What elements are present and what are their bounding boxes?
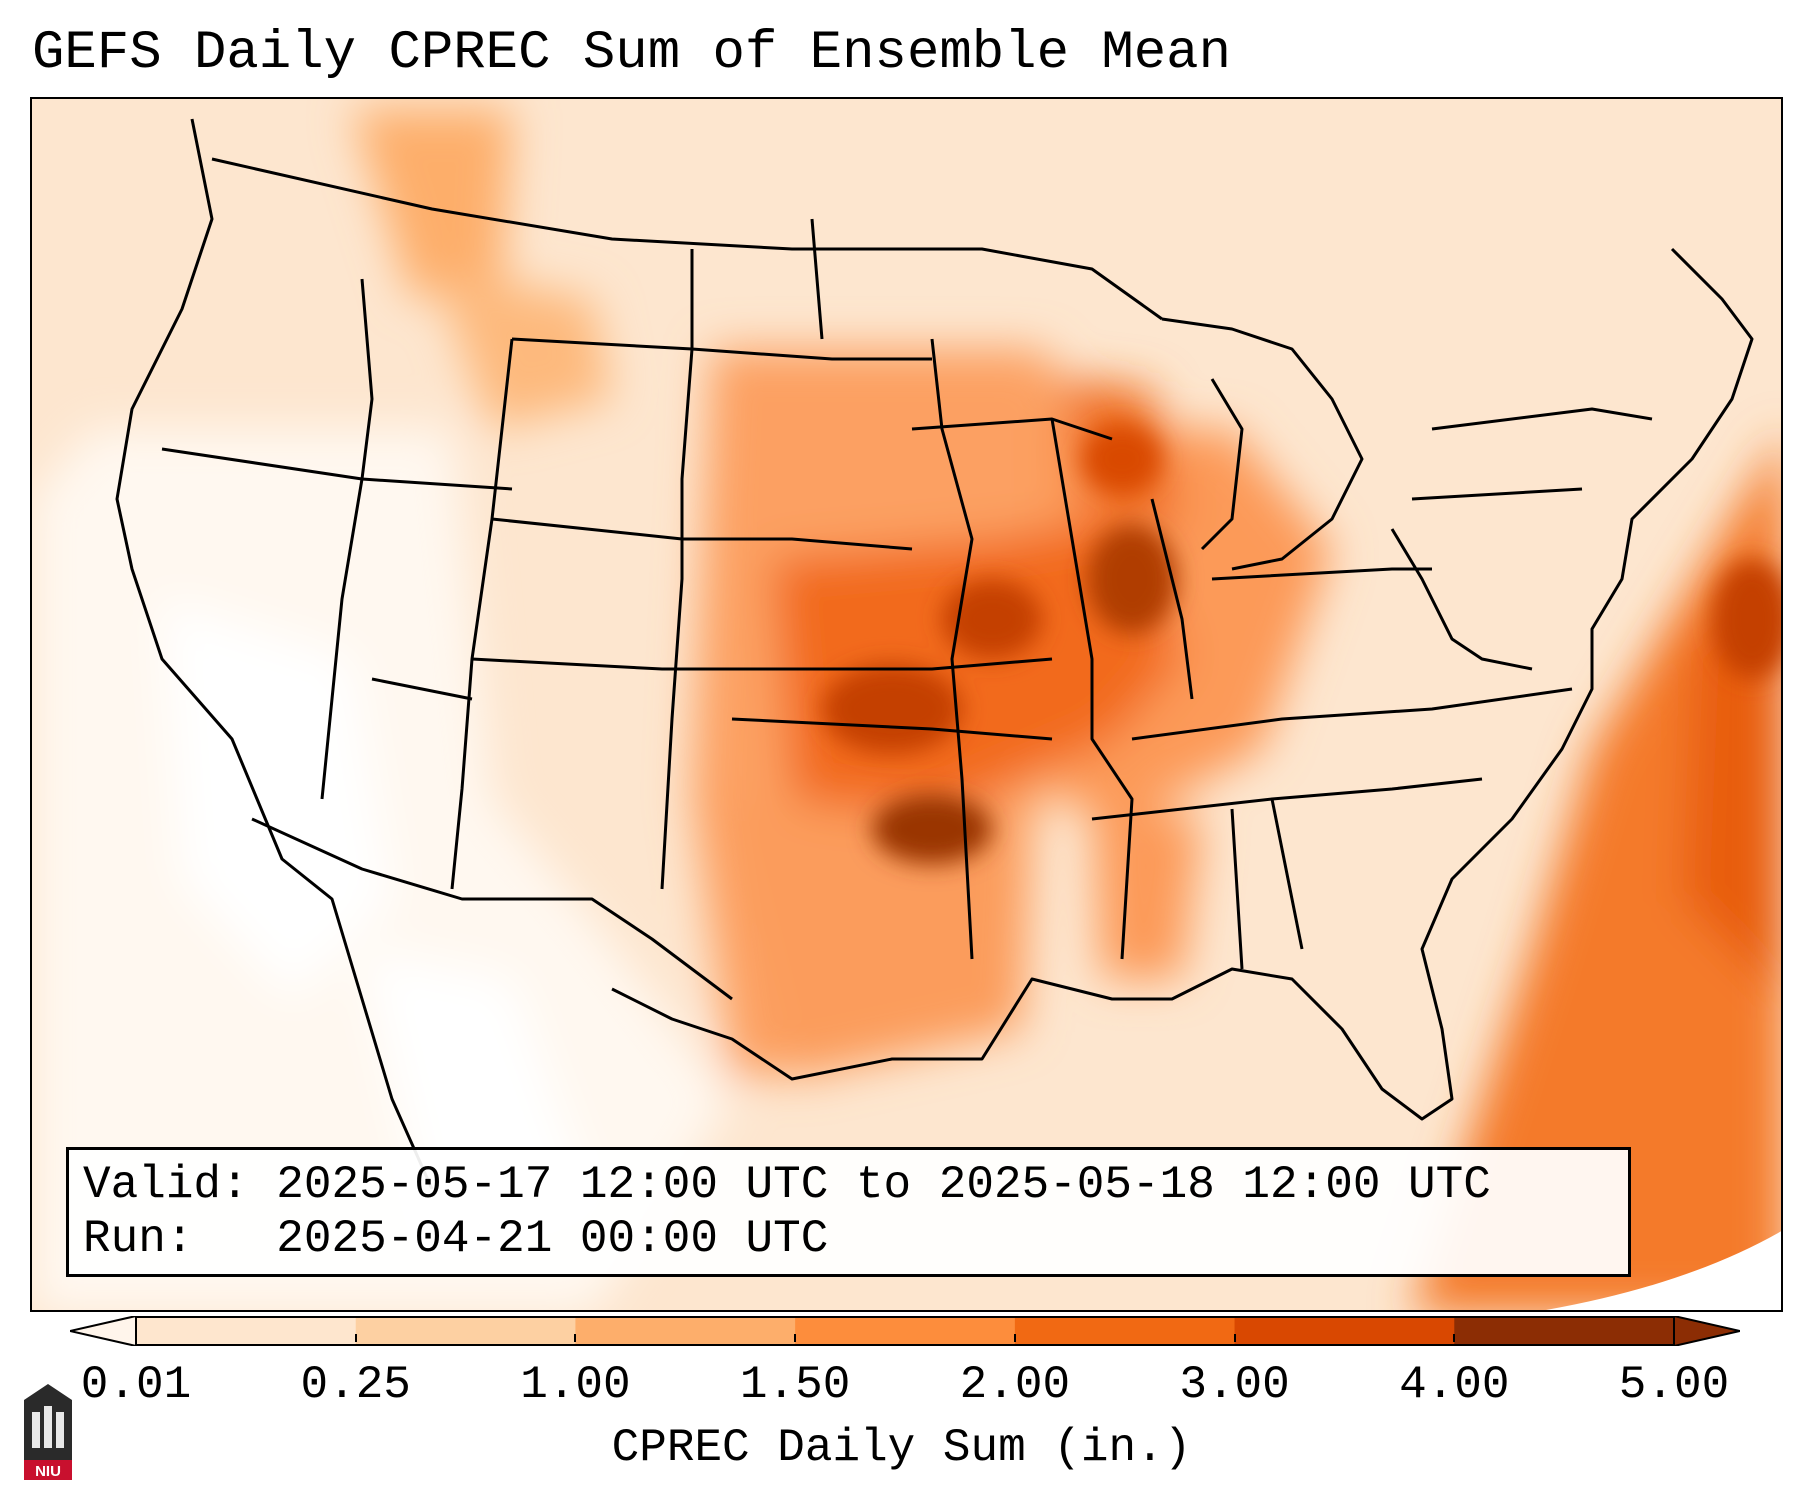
valid-row: Valid: 2025-05-17 12:00 UTC to 2025-05-1… [83,1158,1614,1212]
logo-text: NIU [35,1463,61,1480]
colorbar-tick [1013,1334,1016,1342]
precipitation-map [30,97,1783,1312]
chart-title: GEFS Daily CPREC Sum of Ensemble Mean [32,23,1231,84]
colorbar-segment [1234,1316,1455,1346]
map-domain-edge [1545,1231,1781,1310]
lake-michigan-shore [1200,378,1244,551]
valid-run-box: Valid: 2025-05-17 12:00 UTC to 2025-05-1… [66,1147,1631,1277]
colorbar-tick [135,1334,137,1342]
colorbar-segment [1454,1316,1675,1346]
run-label: Run: [83,1213,194,1265]
colorbar-segment [1014,1316,1236,1346]
niu-logo: NIU [24,1384,72,1480]
colorbar-segment [136,1316,357,1346]
canada-border [211,157,1163,321]
colorbar-tick [794,1334,797,1342]
colorbar-segment [575,1316,796,1346]
colorbar-label: CPREC Daily Sum (in.) [611,1422,1192,1474]
colorbar-tick-label: 0.25 [300,1359,411,1411]
colorbar-segment [355,1316,576,1346]
colorbar-tick-label: 4.00 [1399,1359,1510,1411]
colorbar-tick-label: 5.00 [1618,1359,1730,1411]
colorbar-tick-label: 1.50 [739,1359,851,1411]
run-value: 2025-04-21 00:00 UTC [276,1213,829,1265]
colorbar-tick [574,1334,577,1342]
great-lakes-shore [1161,317,1364,571]
valid-label: Valid: [83,1159,249,1211]
valid-value: 2025-05-17 12:00 UTC to 2025-05-18 12:00… [276,1159,1491,1211]
colorbar-tick-label: 3.00 [1179,1359,1290,1411]
colorbar-tick-label: 1.00 [520,1359,631,1411]
colorbar-tick [1453,1334,1456,1342]
colorbar-frame [135,1316,1675,1346]
precip-field [32,109,1781,1310]
colorbar-tick [1233,1334,1236,1342]
colorbar-tick [1673,1334,1675,1342]
logo-text-band [24,1460,72,1480]
west-coastline [115,118,434,1190]
colorbar-tick-label: 2.00 [959,1359,1071,1411]
colorbar-tick-label: 0.01 [80,1359,192,1411]
colorbar-ticks: 0.01 0.25 1.00 1.50 2.00 3.00 4.00 5.00 [0,1334,1803,1414]
colorbar-tick [354,1334,357,1342]
mexico-border [251,817,733,1001]
boundaries [115,118,1754,1190]
colorbar-segment [795,1316,1016,1346]
run-row: Run: 2025-04-21 00:00 UTC [83,1212,1614,1266]
east-coastline [611,247,1754,1121]
precip-maxima [822,424,1781,864]
colorbar [70,1316,1740,1346]
map-canvas [32,99,1781,1310]
